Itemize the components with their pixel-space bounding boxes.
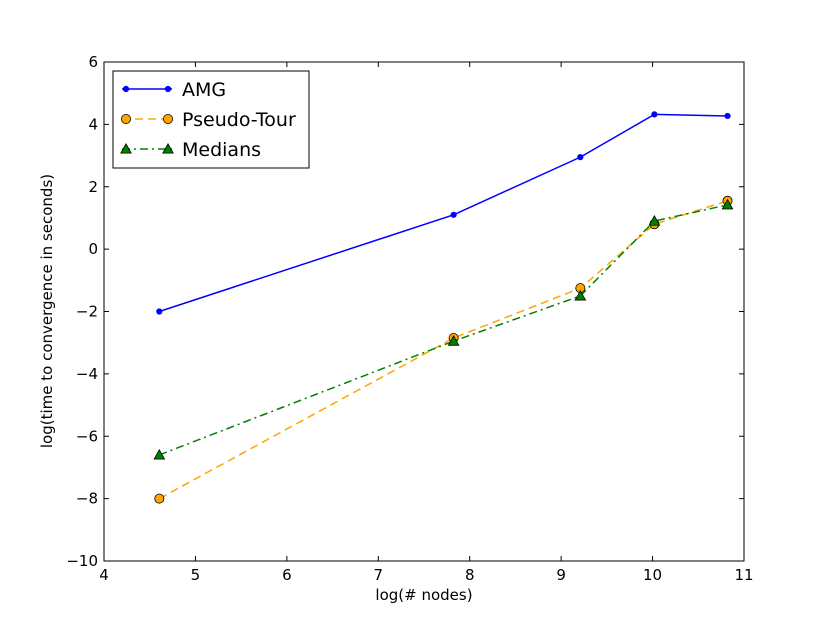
y-tick-label: 6 <box>88 53 98 71</box>
series-layer <box>153 111 734 504</box>
y-tick-label: 2 <box>88 178 98 196</box>
series-medians <box>153 198 734 460</box>
legend-marker-amg <box>164 85 172 93</box>
data-point-medians <box>648 215 661 226</box>
data-point-amg <box>724 112 731 120</box>
y-tick-label: 0 <box>88 240 98 258</box>
legend-marker-medians <box>162 142 174 154</box>
y-tick-label: −2 <box>76 303 98 321</box>
data-point-pseudo-tour <box>154 493 165 504</box>
y-tick-label: −4 <box>76 365 98 383</box>
y-tick-label: −10 <box>66 552 98 570</box>
legend-marker-pseudo-tour <box>121 114 132 125</box>
data-point-medians <box>153 448 166 460</box>
y-tick-label: −6 <box>76 427 98 445</box>
x-tick-label: 5 <box>191 566 201 584</box>
data-point-medians <box>447 335 460 346</box>
data-point-medians <box>721 198 734 210</box>
x-tick-label: 9 <box>556 566 566 584</box>
x-tick-label: 6 <box>282 566 292 584</box>
legend-label-medians: Medians <box>182 139 261 161</box>
y-tick-label: −8 <box>76 490 98 508</box>
x-tick-label: 4 <box>99 566 109 584</box>
x-axis-label: log(# nodes) <box>375 586 472 604</box>
x-tick-label: 7 <box>374 566 384 584</box>
y-tick-label: 4 <box>88 115 98 133</box>
legend-marker-medians <box>120 142 132 154</box>
legend-label-amg: AMG <box>182 79 226 101</box>
legend: AMG Pseudo-Tour Medians <box>112 70 310 169</box>
data-point-amg <box>577 154 584 161</box>
y-axis-label: log(time to convergence in seconds) <box>38 174 56 448</box>
legend-box <box>112 70 310 169</box>
series-amg <box>156 111 731 315</box>
y-axis: −10 −8 −6 −4 −2 0 2 4 6 <box>66 53 744 570</box>
data-point-amg <box>450 211 457 218</box>
x-tick-label: 10 <box>643 566 662 584</box>
x-axis: 4 5 6 7 8 9 10 11 <box>99 62 754 584</box>
x-tick-label: 11 <box>734 566 753 584</box>
data-point-amg <box>156 308 163 315</box>
legend-marker-pseudo-tour <box>162 114 173 125</box>
legend-marker-amg <box>122 85 130 93</box>
data-point-amg <box>651 111 658 118</box>
legend-label-pseudo-tour: Pseudo-Tour <box>182 109 296 131</box>
data-point-medians <box>574 289 587 301</box>
x-tick-label: 8 <box>465 566 475 584</box>
